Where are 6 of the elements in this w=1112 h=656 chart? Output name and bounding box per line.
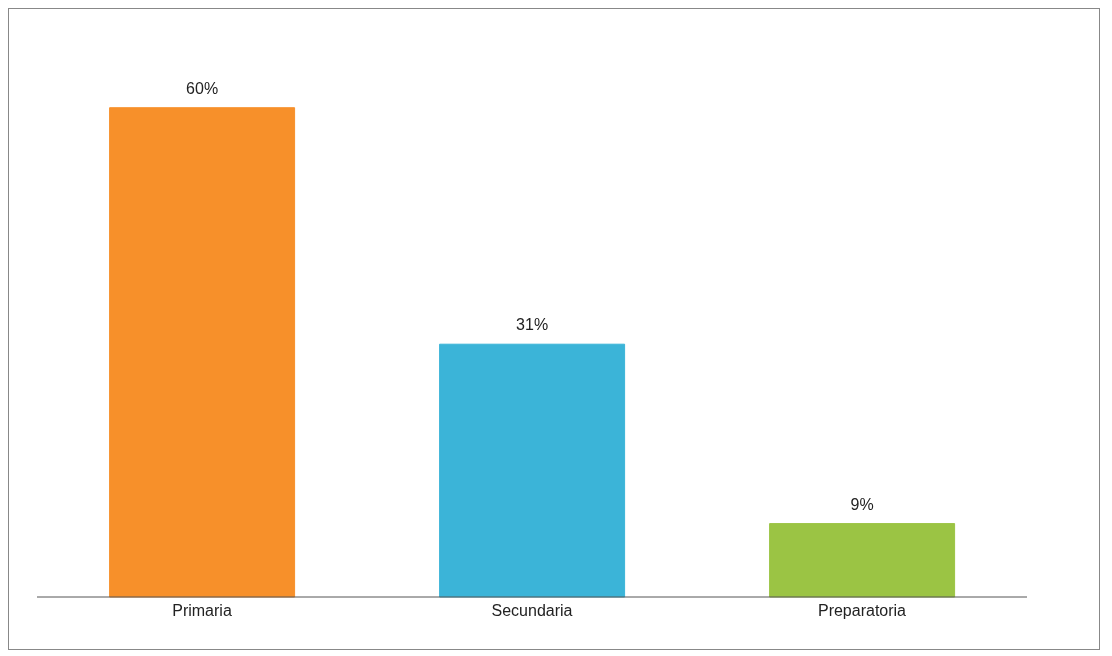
x-tick-label: Preparatoria: [817, 602, 907, 620]
x-tick-label: Primaria: [172, 602, 232, 620]
data-label: 60%: [186, 79, 219, 97]
x-tick-label: Secundaria: [491, 602, 573, 620]
data-label: 31%: [516, 316, 549, 334]
data-label: 9%: [850, 495, 874, 513]
